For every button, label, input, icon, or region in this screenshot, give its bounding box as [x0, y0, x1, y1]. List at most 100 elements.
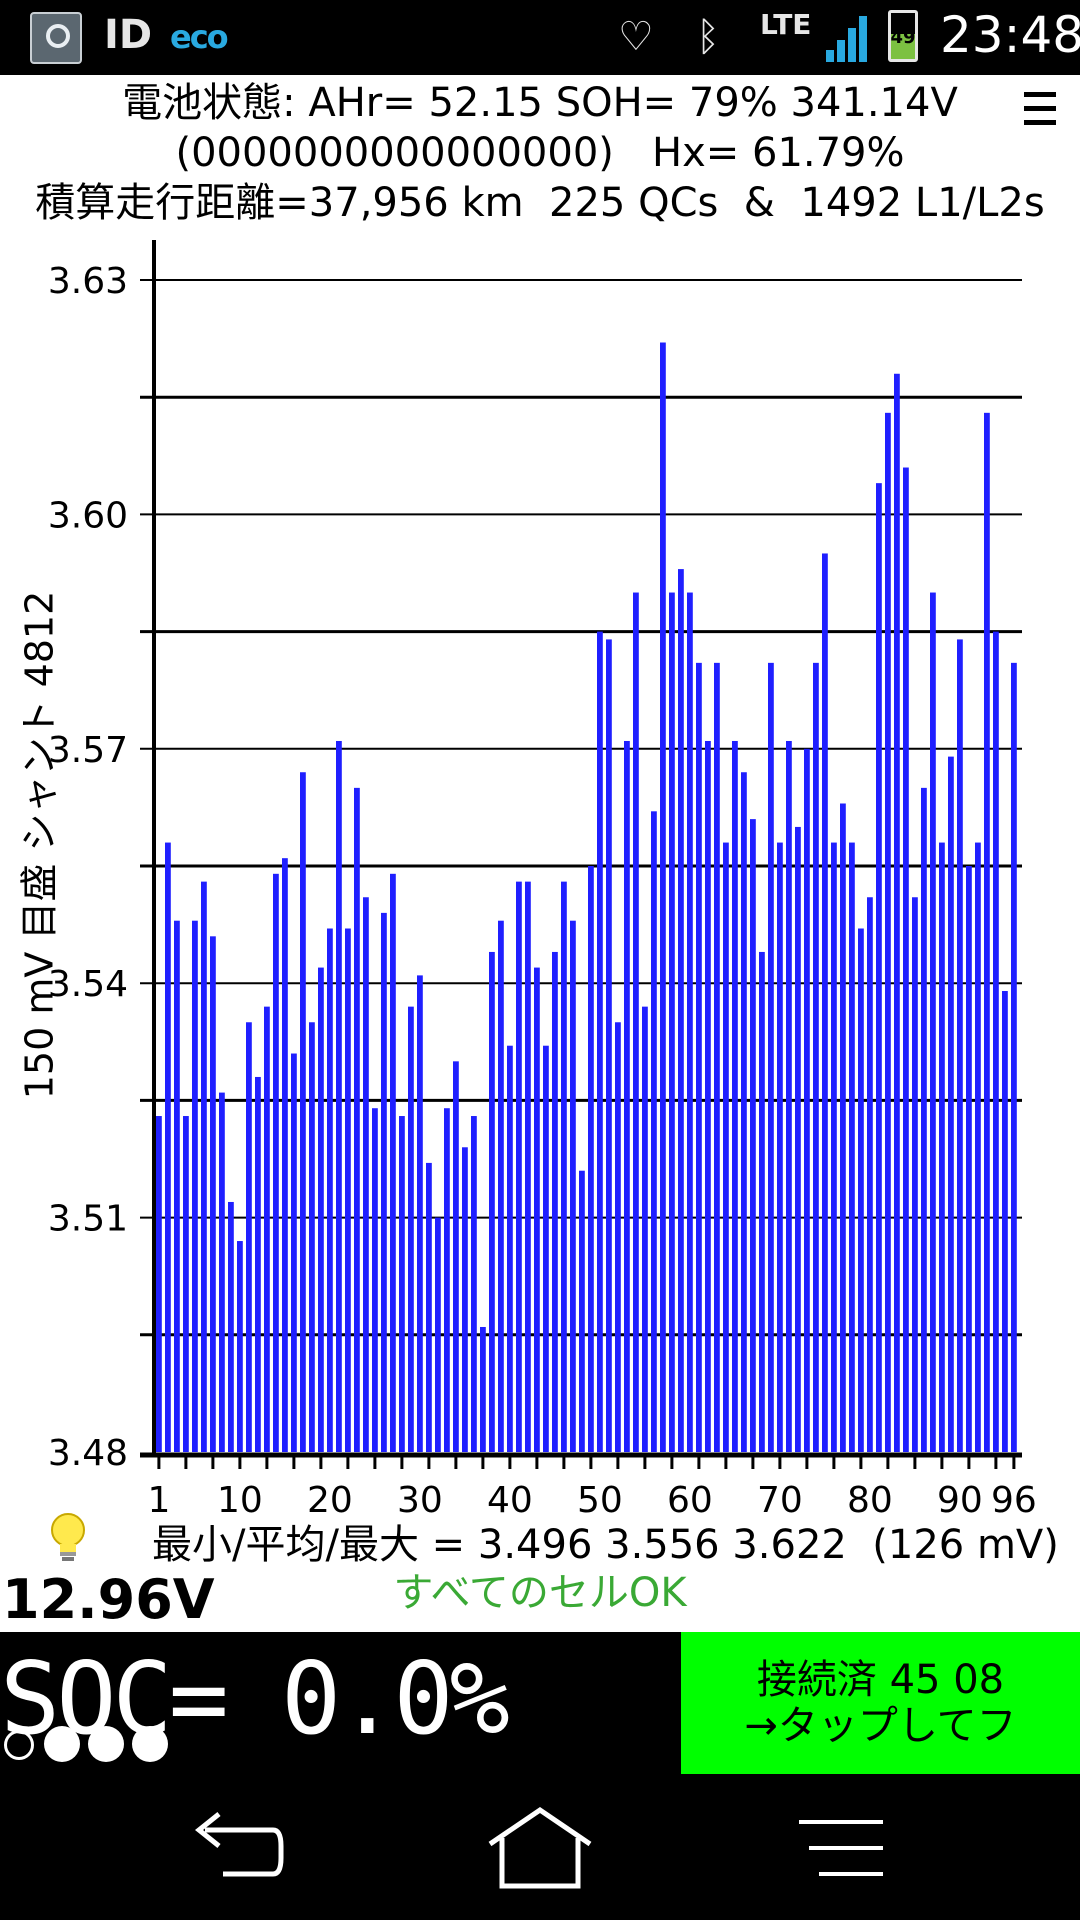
bar: [714, 662, 720, 1452]
bar: [615, 1022, 621, 1452]
bar: [390, 873, 396, 1452]
home-icon[interactable]: [480, 1800, 600, 1900]
bar: [867, 897, 873, 1452]
bar: [570, 920, 576, 1452]
bar: [183, 1116, 189, 1452]
recent-apps-icon[interactable]: [785, 1800, 905, 1900]
connection-hint: →タップしてフ: [744, 1703, 1017, 1749]
bar: [417, 975, 423, 1452]
id-label: ID: [104, 12, 153, 58]
bar: [318, 967, 324, 1452]
bar: [597, 631, 603, 1452]
bar: [426, 1162, 432, 1452]
bar: [453, 1061, 459, 1452]
signal-icon: [826, 12, 874, 62]
bar: [831, 842, 837, 1452]
bar: [489, 951, 495, 1452]
bar: [606, 639, 612, 1452]
eco-label: eco: [170, 18, 229, 56]
bar: [300, 772, 306, 1452]
bluetooth-icon: ᛒ: [696, 14, 720, 60]
bar: [903, 467, 909, 1452]
x-tick-label: 30: [397, 1480, 443, 1520]
y-tick-label: 3.60: [48, 495, 128, 536]
bar: [309, 1022, 315, 1452]
bar: [516, 881, 522, 1452]
x-tick-label: 1: [147, 1480, 170, 1520]
bar: [840, 803, 846, 1452]
x-tick-label: 80: [847, 1480, 893, 1520]
bar: [480, 1326, 486, 1452]
heart-icon: ♡: [618, 14, 654, 60]
bar: [930, 592, 936, 1452]
cell-voltage-chart: 3.63 3.60 3.57 3.54 3.51 3.48 1 10 20 30 40 50 60 70 8…: [48, 240, 1037, 1520]
bar: [705, 740, 711, 1452]
battery-status-line: 電池状態: AHr= 52.15 SOH= 79% 341.14V: [122, 80, 958, 126]
lightbulb-icon[interactable]: [48, 1512, 88, 1564]
bar: [804, 748, 810, 1452]
bar: [552, 951, 558, 1452]
soc-dot: [44, 1726, 80, 1762]
bar: [192, 920, 198, 1452]
connection-status: 接続済 45 08: [756, 1657, 1005, 1703]
bar: [939, 842, 945, 1452]
soc-readout: SOC= 0.0%: [0, 1640, 510, 1757]
bar: [858, 928, 864, 1452]
x-tick-label: 20: [307, 1480, 353, 1520]
bar: [588, 866, 594, 1452]
bar: [165, 842, 171, 1452]
bar: [399, 1116, 405, 1452]
bar: [795, 826, 801, 1452]
bar: [813, 662, 819, 1452]
bar: [894, 373, 900, 1452]
bar: [471, 1116, 477, 1452]
bar: [345, 928, 351, 1452]
bar: [633, 592, 639, 1452]
bar: [525, 881, 531, 1452]
bar: [678, 569, 684, 1452]
x-tick-label: 60: [667, 1480, 713, 1520]
min-avg-max-stats: 最小/平均/最大 = 3.496 3.556 3.622 (126 mV): [152, 1522, 1059, 1568]
bar: [957, 639, 963, 1452]
network-type: LTE: [760, 8, 812, 41]
x-tick-label: 10: [217, 1480, 263, 1520]
bar: [543, 1045, 549, 1452]
bar: [273, 873, 279, 1452]
x-tick-label: 50: [577, 1480, 623, 1520]
aux-battery-voltage: 12.96V: [2, 1568, 215, 1631]
y-tick-label: 3.57: [48, 730, 128, 771]
bar: [822, 553, 828, 1452]
connection-button[interactable]: 接続済 45 08 →タップしてフ: [681, 1632, 1080, 1774]
y-tick-label: 3.63: [48, 261, 128, 302]
bar: [723, 842, 729, 1452]
bar: [975, 842, 981, 1452]
soc-dot: [4, 1730, 34, 1760]
bar: [435, 1217, 441, 1452]
bar: [363, 897, 369, 1452]
bar: [768, 662, 774, 1452]
status-bar: ID eco ♡ ᛒ LTE 49 23:48: [0, 0, 1080, 75]
x-tick-label: 96: [991, 1480, 1037, 1520]
bar: [786, 740, 792, 1452]
bar: [759, 951, 765, 1452]
battery-level: 49: [890, 27, 916, 48]
odometer-line: 積算走行距離=37,956 km 225 QCs & 1492 L1/L2s: [35, 180, 1045, 226]
bar: [291, 1053, 297, 1452]
bar: [219, 1092, 225, 1452]
app-icon: [30, 12, 82, 64]
bar: [534, 967, 540, 1452]
back-icon[interactable]: [175, 1800, 295, 1900]
bar: [561, 881, 567, 1452]
bar: [579, 1170, 585, 1452]
x-tick-label: 90: [937, 1480, 983, 1520]
overflow-menu-icon[interactable]: [1024, 92, 1056, 128]
bar: [507, 1045, 513, 1452]
bar: [741, 772, 747, 1452]
bar: [687, 592, 693, 1452]
hx-line: (0000000000000000) Hx= 61.79%: [175, 130, 905, 176]
navigation-bar: [0, 1780, 1080, 1920]
bar: [444, 1108, 450, 1452]
bar: [669, 592, 675, 1452]
bar: [408, 1006, 414, 1452]
bar: [876, 483, 882, 1452]
